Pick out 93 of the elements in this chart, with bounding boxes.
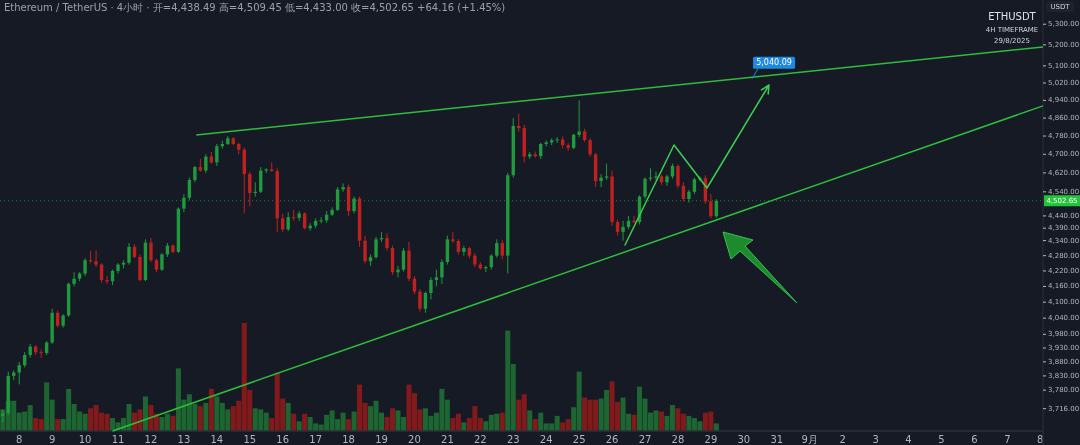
- x-tick-label: 13: [177, 434, 191, 445]
- bar: [197, 406, 203, 431]
- x-tick-label: 10: [78, 434, 92, 445]
- x-tick-label: 8: [16, 434, 23, 445]
- bar: [291, 413, 297, 431]
- candlestick: [204, 153, 208, 174]
- bar: [203, 402, 209, 431]
- candlestick: [676, 164, 680, 189]
- candlestick: [654, 171, 658, 181]
- annotation: 5,040.09: [756, 58, 792, 68]
- x-tick-label: 16: [276, 434, 290, 445]
- bar: [499, 412, 505, 431]
- candlestick: [588, 137, 592, 158]
- x-tick-label: 29: [704, 434, 718, 445]
- candlestick: [445, 235, 450, 266]
- x-tick-label: 3: [872, 434, 879, 445]
- candlestick: [72, 271, 76, 287]
- x-tick-label: 25: [572, 434, 586, 445]
- bar: [461, 422, 467, 431]
- candlestick: [335, 186, 340, 212]
- candlestick: [105, 275, 109, 285]
- bar: [346, 419, 352, 431]
- bar: [658, 411, 664, 431]
- candlestick: [94, 250, 98, 268]
- x-tick-label: 21: [441, 434, 454, 445]
- candlestick: [149, 237, 153, 263]
- bar: [351, 411, 357, 431]
- bar: [631, 414, 637, 431]
- candlestick: [116, 262, 120, 274]
- candlestick: [687, 189, 691, 204]
- x-tick-label: 6: [971, 434, 978, 445]
- candlestick: [451, 231, 455, 244]
- x-tick-label: 15: [243, 434, 257, 445]
- x-tick-label: 9: [48, 434, 56, 445]
- x-tick-label: 2: [839, 434, 846, 445]
- x-tick-label: 27: [638, 434, 652, 445]
- candlestick: [385, 232, 389, 252]
- candlestick: [429, 276, 433, 301]
- text: ETHUSDT: [988, 11, 1037, 22]
- x-tick-label: 14: [210, 434, 224, 445]
- candlestick: [374, 236, 378, 260]
- bar: [285, 402, 291, 431]
- x-tick-label: 23: [506, 434, 520, 445]
- x-tick-label: 19: [375, 434, 388, 445]
- chart-subtitle: Ethereum / TetherUS · 4小时 · 开=4,438.49 高=4,509.45 低=4,433.00 收=4,502.65 +64.16 (+1.45%): [4, 2, 506, 13]
- x-tick-label: 30: [737, 434, 751, 445]
- bar: [302, 413, 308, 431]
- bar: [142, 396, 148, 431]
- bar: [208, 388, 214, 431]
- candlestick: [599, 173, 603, 188]
- x-tick-label: 20: [408, 434, 421, 445]
- candlestick: [621, 220, 625, 242]
- x-tick-label: 12: [144, 434, 158, 445]
- candlestick: [643, 177, 647, 200]
- x-tick-label: 26: [605, 434, 619, 445]
- candlestick: [363, 235, 367, 264]
- x-tick-label: 28: [671, 434, 685, 445]
- candlestick: [138, 253, 142, 282]
- candlestick: [17, 361, 21, 385]
- bar: [55, 419, 61, 431]
- bar: [527, 410, 533, 431]
- candlestick: [665, 174, 669, 187]
- candlestick: [127, 242, 131, 266]
- x-tick-label: 7: [1004, 434, 1011, 445]
- candlestick: [462, 245, 466, 257]
- bar: [296, 421, 302, 431]
- x-tick-label: 8: [1037, 434, 1044, 445]
- candlestick: [709, 193, 713, 219]
- candlestick: [286, 211, 290, 232]
- x-tick-label: 5: [938, 434, 945, 445]
- candlestick: [341, 182, 345, 193]
- candlestick: [632, 215, 636, 224]
- candlestick: [291, 209, 296, 222]
- candlestick: [182, 193, 186, 213]
- bar: [713, 423, 719, 431]
- x-tick-label: 17: [309, 434, 323, 445]
- candlestick: [440, 258, 444, 285]
- x-tick-label: 22: [473, 434, 487, 445]
- x-tick-label: 9月: [801, 434, 818, 445]
- candlestick: [418, 288, 422, 312]
- bar: [170, 415, 176, 431]
- x-tick-label: 4: [905, 434, 912, 445]
- candlestick: [39, 348, 43, 359]
- x-tick-label: 18: [342, 434, 355, 445]
- candlestick: [577, 99, 581, 138]
- candlestick: [495, 238, 499, 259]
- candlestick: [215, 143, 219, 167]
- candlestick: [319, 216, 323, 224]
- candlestick: [500, 239, 504, 260]
- bar: [532, 419, 538, 431]
- x-tick-label: 31: [770, 434, 784, 445]
- x-tick-label: 24: [539, 434, 553, 445]
- x-tick-label: 11: [111, 434, 125, 445]
